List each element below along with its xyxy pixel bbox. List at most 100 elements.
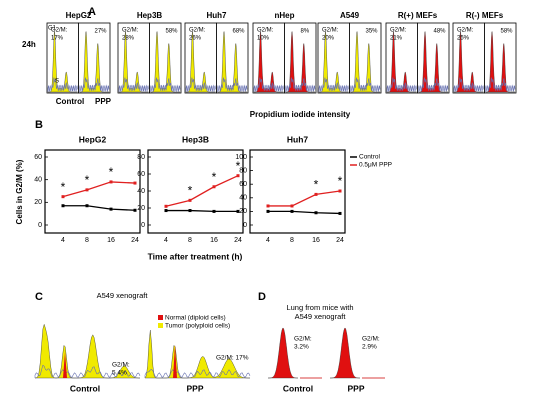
significance: * <box>109 165 114 179</box>
panel-label: B <box>35 119 43 131</box>
marker <box>164 209 168 213</box>
g2m-label: G2/M: <box>457 28 474 34</box>
line <box>165 175 239 207</box>
cell-name: HepG2 <box>66 11 92 20</box>
g2m-value: 48% <box>434 29 447 35</box>
x-label: Control <box>283 383 313 393</box>
time-label: 24h <box>22 40 36 49</box>
histogram <box>454 31 484 93</box>
plot-frame <box>147 149 244 234</box>
g2m-label: G2/M: <box>51 28 68 34</box>
panel-title: A549 xenograft <box>295 312 347 321</box>
x-label: PPP <box>347 383 364 393</box>
histogram <box>319 31 349 93</box>
g2m-value: 25% <box>457 36 470 42</box>
g2m-label: G2/M: <box>112 362 130 369</box>
g2m-label: G2/M: <box>362 336 380 343</box>
histogram <box>268 327 298 379</box>
g2m-value: 20% <box>322 36 335 42</box>
x-tick-label: 4 <box>164 237 168 244</box>
histogram-trace <box>217 77 248 93</box>
y-tick-label: 0 <box>38 222 42 229</box>
marker <box>314 211 318 215</box>
x-label: Control <box>56 97 84 106</box>
line <box>268 190 341 207</box>
histogram-trace <box>350 77 381 93</box>
x-tick-label: 16 <box>210 237 218 244</box>
g2m-value: 35% <box>366 29 379 35</box>
histogram-trace <box>150 77 181 93</box>
marker <box>109 207 113 211</box>
g2m-value: 17% <box>51 36 64 42</box>
plot-frame <box>249 149 346 234</box>
g2m-value: 3.2% <box>294 344 309 351</box>
cell-name: R(-) MEFs <box>466 11 504 20</box>
g2m-label: G2/M: <box>390 28 407 34</box>
marker <box>188 198 192 202</box>
marker <box>266 209 270 213</box>
histogram-trace <box>418 77 449 93</box>
histogram-trace <box>144 369 251 378</box>
marker <box>61 195 65 199</box>
marker <box>338 189 342 193</box>
g1-label: G1 <box>48 26 57 32</box>
g2m-label: G2/M: <box>189 28 206 34</box>
marker <box>61 204 65 208</box>
chart-title: HepG2 <box>79 134 107 144</box>
g2m-label: G2/M: <box>294 336 312 343</box>
histogram <box>48 31 78 93</box>
g2m-value: 68% <box>233 29 246 35</box>
legend-label: 0.5μM PPP <box>359 162 392 169</box>
x-tick-label: 24 <box>131 237 139 244</box>
histogram-box <box>484 22 517 94</box>
g2m-value: 27% <box>95 29 108 35</box>
x-label: PPP <box>95 97 112 106</box>
y-tick-label: 20 <box>239 208 247 215</box>
histogram <box>34 323 140 379</box>
marker <box>85 204 89 208</box>
histogram-trace <box>47 77 78 92</box>
histogram-trace <box>318 77 349 93</box>
g2m-value: 58% <box>166 29 179 35</box>
line <box>166 209 238 213</box>
panel-title: A549 xenograft <box>97 291 149 300</box>
y-tick-label: 20 <box>34 199 42 206</box>
x-tick-label: 24 <box>234 237 242 244</box>
x-label: Control <box>70 383 100 393</box>
significance: * <box>85 173 90 187</box>
marker <box>338 211 342 215</box>
g2m-value: 8% <box>301 29 310 35</box>
significance: * <box>236 159 241 173</box>
histogram <box>186 31 216 93</box>
y-tick-label: 20 <box>137 205 145 212</box>
y-tick-label: 60 <box>34 154 42 161</box>
y-tick-label: 100 <box>235 154 247 161</box>
marker <box>133 181 137 185</box>
marker <box>236 174 240 178</box>
marker <box>85 188 89 192</box>
y-axis-title: Cells in G2/M (%) <box>15 159 24 224</box>
histogram <box>387 31 417 93</box>
histogram-trace <box>485 77 516 92</box>
panel-label: D <box>258 291 266 303</box>
normal-peak <box>173 345 177 378</box>
g2m-value: 21% <box>390 36 403 42</box>
marker <box>164 204 168 208</box>
x-tick-label: 16 <box>107 237 115 244</box>
panel-label: A <box>88 6 96 18</box>
x-tick-label: 4 <box>61 237 65 244</box>
legend-label: Control <box>359 154 381 161</box>
plot-frame <box>44 149 141 234</box>
histogram-trace <box>453 77 484 93</box>
x-tick-label: 8 <box>188 237 192 244</box>
legend-swatch <box>158 323 163 328</box>
chart-title: Hep3B <box>182 134 209 144</box>
chart-title: Huh7 <box>287 134 309 144</box>
significance: * <box>338 174 343 188</box>
histogram-trace <box>185 77 216 93</box>
marker <box>290 204 294 208</box>
marker <box>314 192 318 196</box>
x-tick-label: 4 <box>266 237 270 244</box>
histogram-trace <box>285 77 316 93</box>
